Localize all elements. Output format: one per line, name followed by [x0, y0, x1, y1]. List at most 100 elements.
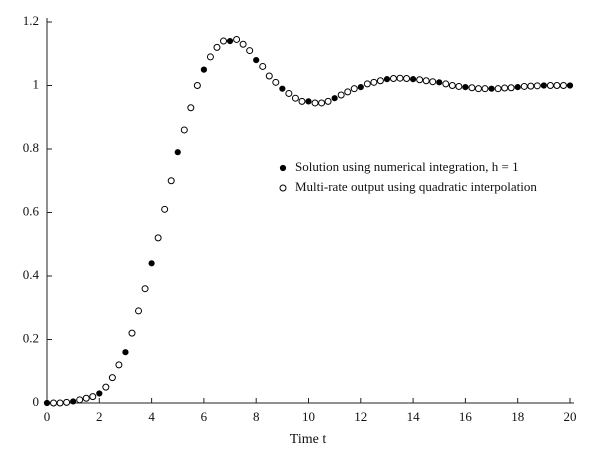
point	[331, 95, 338, 102]
legend-label: Multi-rate output using quadratic interp…	[295, 179, 537, 194]
point	[389, 75, 397, 83]
point	[370, 78, 378, 86]
y-tick-label: 1.2	[23, 13, 39, 28]
point	[363, 80, 371, 88]
point	[337, 91, 345, 99]
y-tick-label: 0.2	[23, 330, 39, 345]
point	[436, 79, 443, 86]
y-tick-label: 0.6	[23, 203, 40, 218]
point	[324, 97, 332, 105]
point	[239, 40, 247, 48]
point	[96, 390, 103, 397]
point	[462, 83, 469, 91]
point	[540, 82, 547, 89]
point	[514, 83, 521, 91]
point	[416, 76, 424, 84]
point	[76, 396, 84, 404]
point	[291, 94, 299, 102]
x-tick-label: 20	[564, 409, 577, 424]
point	[259, 62, 267, 70]
point	[474, 85, 482, 93]
point	[376, 77, 384, 85]
point	[527, 82, 535, 90]
point	[89, 393, 97, 401]
point	[488, 85, 495, 92]
point	[383, 76, 391, 83]
x-tick-label: 0	[44, 409, 51, 424]
x-tick-label: 6	[201, 409, 208, 424]
point	[70, 398, 77, 405]
point	[193, 82, 201, 89]
point	[180, 126, 188, 134]
point	[161, 205, 169, 213]
point	[50, 399, 58, 407]
x-tick-label: 14	[407, 409, 421, 424]
point	[403, 75, 411, 83]
point	[82, 394, 90, 402]
point	[213, 43, 221, 51]
y-tick-label: 0.4	[23, 267, 40, 282]
point	[350, 85, 358, 93]
point	[410, 76, 417, 83]
point	[422, 77, 430, 85]
point	[285, 89, 293, 97]
point	[559, 82, 567, 89]
y-tick-label: 1	[33, 76, 40, 91]
point	[311, 99, 319, 107]
point	[102, 383, 110, 391]
point	[468, 84, 476, 92]
point	[226, 37, 234, 45]
point	[272, 78, 280, 86]
point	[63, 398, 71, 406]
point	[357, 83, 364, 91]
x-tick-label: 4	[148, 409, 155, 424]
x-tick-label: 18	[511, 409, 524, 424]
point	[206, 53, 214, 61]
point	[265, 72, 273, 80]
x-tick-label: 10	[302, 409, 315, 424]
legend-marker	[279, 164, 287, 172]
point	[546, 82, 554, 89]
point	[233, 35, 241, 43]
x-tick-label: 8	[253, 409, 260, 424]
point	[115, 361, 123, 369]
point	[553, 82, 561, 89]
point	[246, 47, 254, 55]
point	[396, 74, 404, 82]
point	[494, 85, 502, 93]
point	[108, 374, 116, 382]
legend-label: Solution using numerical integration, h …	[295, 159, 519, 174]
point	[43, 399, 51, 407]
point	[167, 177, 175, 185]
x-tick-label: 12	[354, 409, 367, 424]
point	[520, 82, 528, 90]
point	[253, 57, 260, 64]
point	[533, 82, 541, 90]
point	[154, 234, 162, 242]
point	[148, 260, 155, 267]
y-tick-label: 0	[33, 394, 40, 409]
point	[174, 149, 181, 156]
point	[455, 82, 463, 90]
point	[279, 85, 286, 92]
point	[200, 66, 207, 73]
point	[501, 84, 509, 92]
point	[187, 104, 195, 112]
point	[318, 99, 326, 107]
point	[305, 98, 312, 105]
point	[135, 307, 143, 315]
legend-marker	[279, 184, 287, 192]
point	[448, 82, 456, 89]
x-tick-label: 16	[459, 409, 473, 424]
point	[481, 85, 489, 93]
point	[429, 78, 437, 86]
point	[344, 88, 352, 96]
point	[220, 37, 228, 45]
point	[128, 329, 136, 337]
point	[566, 82, 574, 89]
y-tick-label: 0.8	[23, 140, 39, 155]
point	[442, 80, 450, 88]
point	[141, 285, 149, 293]
point	[56, 399, 64, 407]
